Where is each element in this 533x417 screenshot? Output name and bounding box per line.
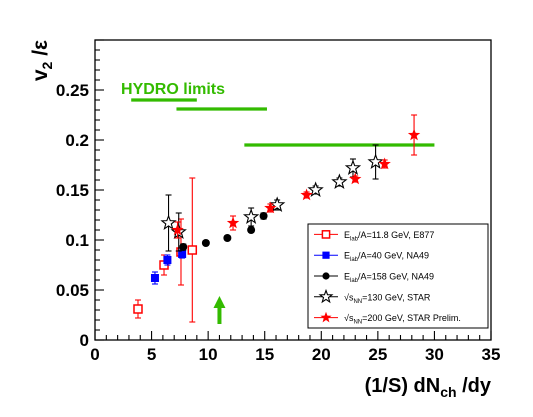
arrow-head xyxy=(213,296,226,308)
y-tick-label: 0.2 xyxy=(65,131,89,150)
legend-label: √sNN=200 GeV, STAR Prelim. xyxy=(344,313,461,326)
data-point xyxy=(223,234,232,242)
legend-label: √sNN=130 GeV, STAR xyxy=(344,292,431,305)
y-tick-label: 0.05 xyxy=(56,281,89,300)
y-axis-title: v2 /ε xyxy=(29,40,55,81)
x-tick-label: 20 xyxy=(312,345,331,364)
tick-labels: 0 5 10 15 20 25 30 35 0 0.05 0.1 0.15 0.2 0.25 xyxy=(56,81,501,364)
x-tick-label: 0 xyxy=(90,345,99,364)
data-point xyxy=(242,208,260,224)
data-point xyxy=(367,153,384,169)
marker-arrow xyxy=(213,296,226,324)
data-point xyxy=(349,172,362,185)
data-point xyxy=(259,212,268,220)
series-3 xyxy=(179,212,268,251)
data-point xyxy=(407,128,421,141)
data-point xyxy=(178,250,187,258)
legend-label: Elab/A=11.8 GeV, E877 xyxy=(344,230,434,243)
data-point xyxy=(300,188,313,201)
axis-titles: (1/S) dNch /dy v2 /ε xyxy=(29,40,492,400)
x-axis-title: (1/S) dNch /dy xyxy=(365,375,492,400)
legend-label: Elab/A=40 GeV, NA49 xyxy=(344,251,429,264)
data-point xyxy=(163,256,172,264)
y-tick-label: 0 xyxy=(80,331,89,350)
data-point xyxy=(150,274,159,282)
data-point xyxy=(307,181,324,197)
legend-marker xyxy=(318,288,334,304)
data-point xyxy=(133,304,143,314)
x-tick-label: 5 xyxy=(147,345,156,364)
data-point xyxy=(264,201,277,214)
data-point xyxy=(171,223,184,236)
hydro-label: HYDRO limits xyxy=(121,81,225,98)
hydro-limits: HYDRO limits xyxy=(121,81,435,147)
axis-ticks xyxy=(94,39,492,341)
series-5 xyxy=(171,114,421,239)
legend-marker xyxy=(322,272,330,280)
data-point xyxy=(268,196,286,212)
data-point xyxy=(160,214,177,230)
data-point xyxy=(344,159,362,175)
data-point xyxy=(331,173,348,189)
data-series xyxy=(133,114,421,323)
legend-marker xyxy=(321,230,331,239)
data-point xyxy=(179,243,188,251)
y-tick-label: 0.1 xyxy=(65,231,89,250)
y-tick-label: 0.15 xyxy=(56,181,89,200)
x-tick-label: 10 xyxy=(199,345,218,364)
data-point xyxy=(378,157,391,170)
data-point xyxy=(201,239,210,247)
legend-marker xyxy=(320,311,332,323)
data-point xyxy=(247,226,256,234)
x-tick-label: 35 xyxy=(482,345,501,364)
x-tick-label: 30 xyxy=(425,345,444,364)
y-tick-label: 0.25 xyxy=(56,81,89,100)
legend: Elab/A=11.8 GeV, E877 Elab/A=40 GeV, NA49… xyxy=(307,223,489,329)
x-tick-label: 25 xyxy=(368,345,387,364)
legend-label: Elab/A=158 GeV, NA49 xyxy=(344,272,434,285)
legend-marker xyxy=(322,251,330,259)
data-point xyxy=(226,216,240,229)
series-2 xyxy=(150,249,187,285)
x-tick-label: 15 xyxy=(255,345,274,364)
data-point xyxy=(187,245,198,255)
